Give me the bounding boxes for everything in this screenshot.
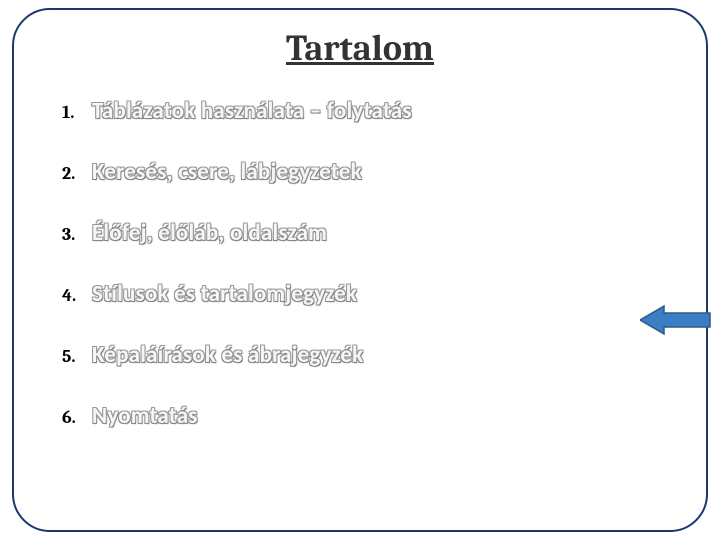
list-item: 3. Élőfej, élőláb, oldalszám [62,219,666,247]
item-text: Élőfej, élőláb, oldalszám [92,219,327,247]
page-title: Tartalom [54,28,666,69]
arrow-left-icon [640,304,712,336]
item-text: Stílusok és tartalomjegyzék [92,280,357,308]
slide-frame: Tartalom 1. Táblázatok használata – foly… [12,8,708,532]
list-item: 5. Képaláírások és ábrajegyzék [62,341,666,369]
item-number: 5. [62,346,92,367]
item-number: 1. [62,102,92,123]
item-text: Nyomtatás [92,402,198,430]
item-text: Táblázatok használata – folytatás [92,97,412,125]
item-text: Képaláírások és ábrajegyzék [92,341,363,369]
item-number: 6. [62,407,92,428]
list-item: 1. Táblázatok használata – folytatás [62,97,666,125]
list-item: 6. Nyomtatás [62,402,666,430]
list-item: 2. Keresés, csere, lábjegyzetek [62,158,666,186]
contents-list: 1. Táblázatok használata – folytatás 2. … [54,97,666,430]
arrow-shape [640,306,710,334]
list-item: 4. Stílusok és tartalomjegyzék [62,280,666,308]
item-number: 3. [62,224,92,245]
item-number: 4. [62,285,92,306]
item-number: 2. [62,163,92,184]
item-text: Keresés, csere, lábjegyzetek [92,158,362,186]
